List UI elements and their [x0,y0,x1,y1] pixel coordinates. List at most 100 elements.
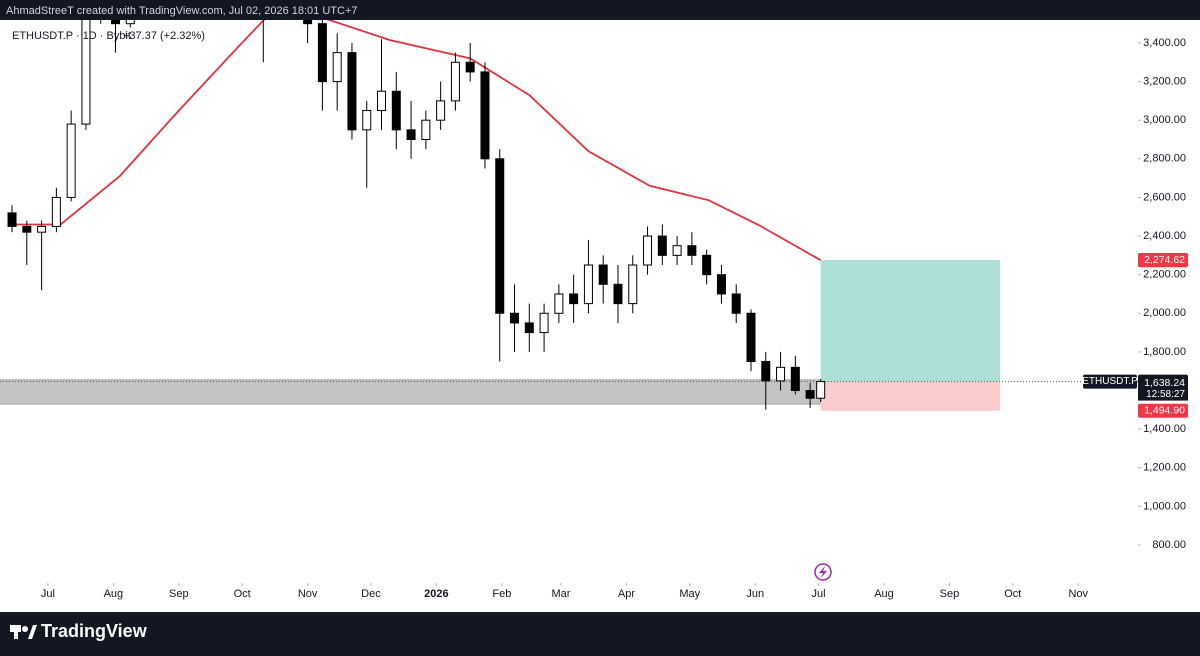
attribution: AhmadStreeT created with TradingView.com… [6,5,357,17]
moving-average [7,20,822,261]
x-tick-label: Nov [298,588,318,600]
change: +37.37 (+2.32%) [123,30,205,42]
candle-body [539,312,549,334]
candle-body [657,235,667,256]
brand: TradingView [41,621,148,641]
y-tick-label: 2,200.00 [1143,269,1186,281]
y-tick-label: 800.00 [1152,539,1186,551]
candle-body [583,264,593,305]
candle-body [303,20,313,25]
y-tick-label: 1,400.00 [1143,423,1186,435]
y-tick-label: 3,000.00 [1143,114,1186,126]
y-tick-label: 2,600.00 [1143,191,1186,203]
candle-body [687,245,697,256]
candle-body [465,61,475,73]
x-tick-label: Sep [169,588,189,600]
target-zone [820,260,1001,382]
x-tick-label: Sep [940,588,960,600]
candle-body [317,23,327,83]
x-tick-label: May [679,588,700,600]
candle-body [37,225,47,233]
candle-body [672,245,682,256]
x-tick-label: Feb [492,588,511,600]
candle-body [746,312,756,363]
x-tick-label: Aug [874,588,894,600]
top-bar [0,0,1200,20]
header: ETHUSDT.P · 1D · Bybit [12,30,131,42]
y-tick-label: 2,400.00 [1143,230,1186,242]
candle-body [776,366,786,382]
stop-zone [820,381,1001,411]
candle-body [377,90,387,112]
candle-body [66,123,76,198]
candle-body [554,293,564,314]
countdown: 12:58:27 [1146,389,1185,400]
price-label: 2,274.62 [1144,254,1185,266]
x-tick-label: Jul [41,588,55,600]
candle-body [51,196,61,227]
candle-body [643,235,653,266]
x-tick-label: Oct [1004,588,1021,600]
y-tick-label: 1,800.00 [1143,346,1186,358]
countdown-bg [1138,388,1188,401]
candle-body [569,293,579,305]
x-tick-label: Aug [104,588,124,600]
candle-body [805,390,815,399]
candle-body [702,254,712,276]
x-tick-label: Dec [361,588,381,600]
symbol-tag-bg [1083,374,1137,389]
plot [0,20,1138,411]
y-tick-label: 2,000.00 [1143,307,1186,319]
candle-body [524,322,534,334]
candle-body [125,20,135,25]
candle-body [347,52,357,131]
y-tick-label: 1,200.00 [1143,462,1186,474]
event-icon[interactable] [814,563,832,581]
candle-body [450,61,460,102]
event-icon-bolt [819,566,827,578]
x-tick-label: Jun [746,588,764,600]
candle-body [761,361,771,382]
price-label-bg [1138,403,1188,418]
overlay: 800.001,000.001,200.001,400.001,600.001,… [41,37,1188,600]
brand-logo [10,625,37,639]
candle-body [480,71,490,160]
y-tick-label: 3,200.00 [1143,75,1186,87]
x-tick-label: Mar [552,588,571,600]
price-label-bg [1138,253,1188,268]
candle-body [731,293,741,314]
candle-body [716,274,726,295]
y-tick-label: 3,400.00 [1143,37,1186,49]
y-tick-label: 1,000.00 [1143,500,1186,512]
price-label-bg [1138,376,1188,391]
y-tick-label: 2,800.00 [1143,153,1186,165]
bottom-bar [0,612,1200,656]
candle-body [81,20,91,125]
symbol-tag: ETHUSDT.P [1082,376,1138,387]
candle-body [362,110,372,131]
candle-body [421,119,431,141]
candle-body [816,381,826,399]
candle-body [391,90,401,131]
candle-body [495,158,505,314]
candle-body [510,312,520,324]
zone [0,379,830,405]
x-tick-label: 2026 [424,588,448,600]
price-label: 1,638.24 [1144,377,1185,389]
candle-body [110,20,120,25]
candle-body [628,264,638,305]
x-tick-label: Jul [812,588,826,600]
x-tick-label: Oct [234,588,251,600]
candle-body [406,129,416,141]
candle-body [790,366,800,392]
candle-body [22,225,32,233]
candle-body [7,212,17,227]
candle-body [332,52,342,83]
candle-body [436,100,446,121]
candle-body [613,283,623,305]
price-label: 1,494.90 [1144,405,1185,417]
candle-body [598,264,608,285]
x-tick-label: Apr [618,588,635,600]
x-tick-label: Nov [1068,588,1088,600]
